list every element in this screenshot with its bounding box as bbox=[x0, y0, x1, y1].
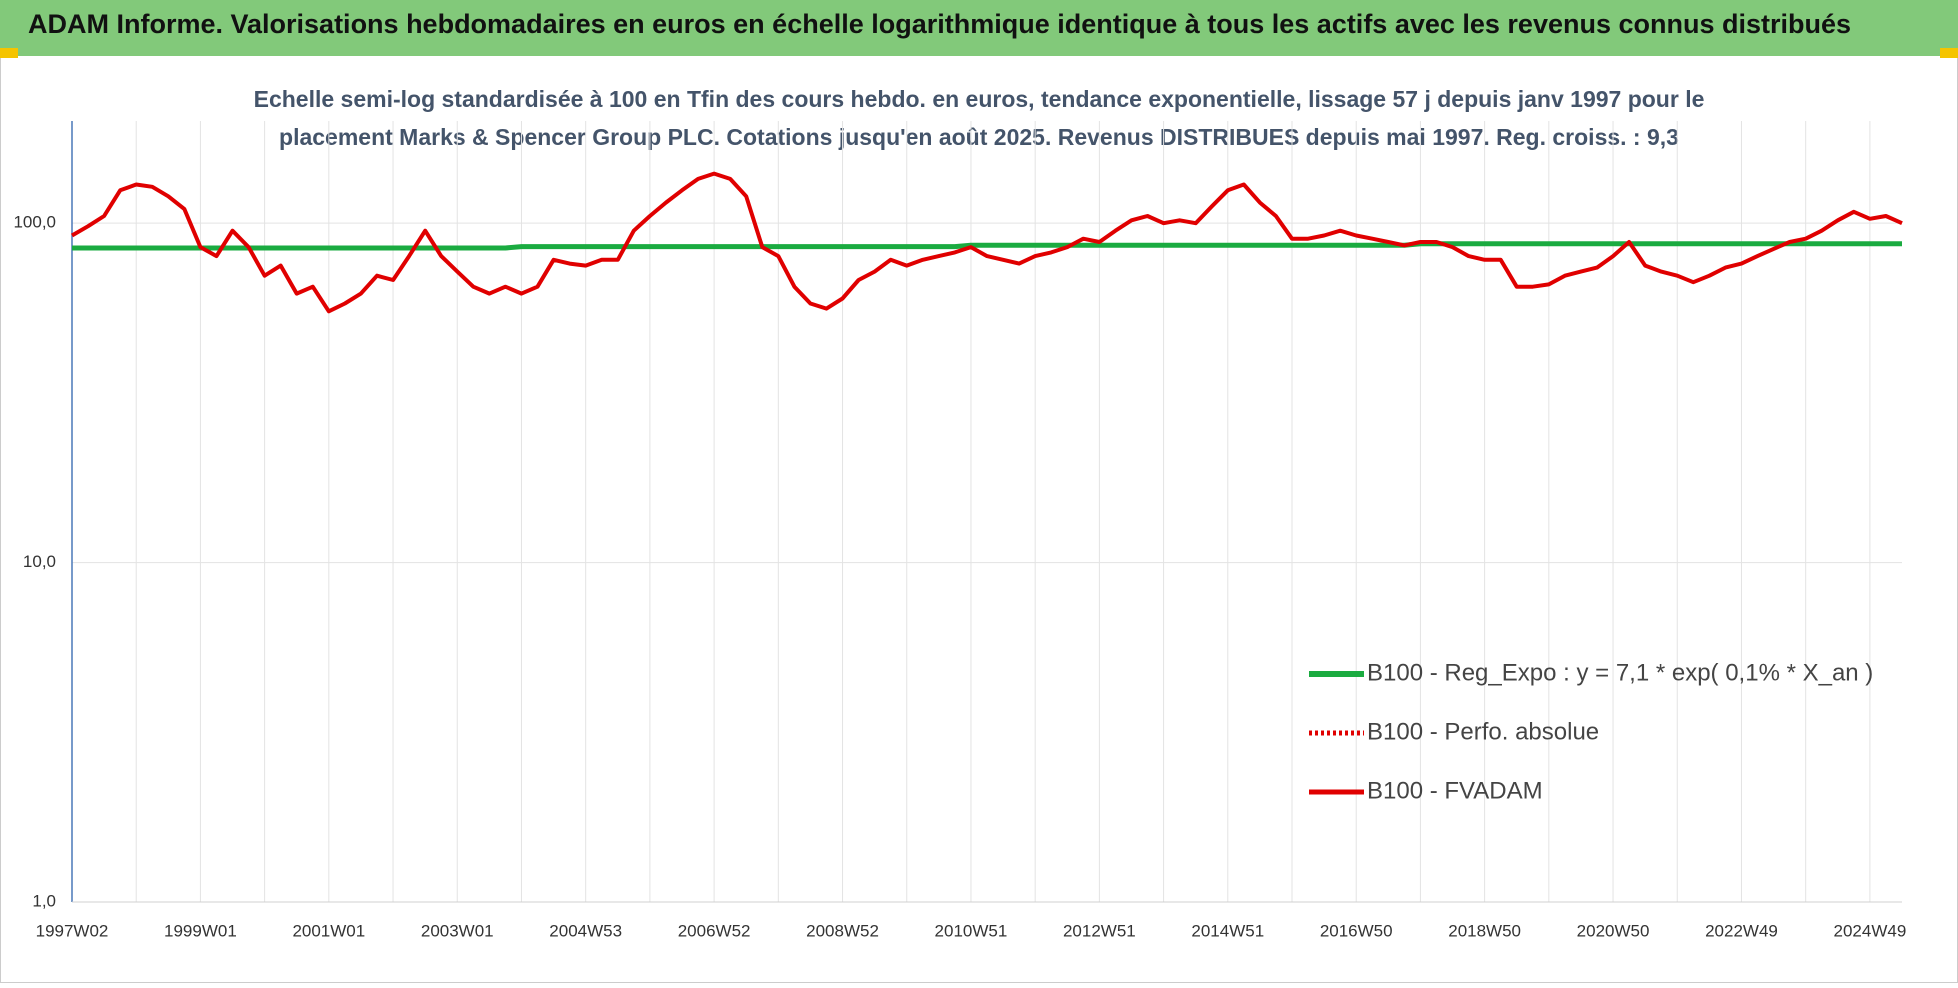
chart-title: Echelle semi-log standardisée à 100 en T… bbox=[254, 86, 1705, 112]
x-tick-label: 2024W49 bbox=[1834, 921, 1907, 940]
legend-label: B100 - Perfo. absolue bbox=[1367, 718, 1599, 745]
header-bar bbox=[0, 0, 1958, 56]
y-tick-label: 100,0 bbox=[13, 213, 56, 232]
x-tick-label: 2003W01 bbox=[421, 921, 494, 940]
x-tick-label: 2008W52 bbox=[806, 921, 879, 940]
x-tick-label: 2016W50 bbox=[1320, 921, 1393, 940]
x-tick-label: 1997W02 bbox=[36, 921, 109, 940]
header-title: ADAM Informe. Valorisations hebdomadaire… bbox=[28, 9, 1851, 39]
x-tick-label: 2018W50 bbox=[1448, 921, 1521, 940]
y-tick-label: 1,0 bbox=[32, 891, 56, 910]
series-line bbox=[72, 241, 1902, 251]
x-tick-label: 2020W50 bbox=[1577, 921, 1650, 940]
series-line bbox=[70, 171, 1903, 314]
x-tick-label: 2014W51 bbox=[1191, 921, 1264, 940]
legend-label: B100 - FVADAM bbox=[1367, 777, 1543, 804]
x-tick-label: 2022W49 bbox=[1705, 921, 1778, 940]
x-tick-label: 2006W52 bbox=[678, 921, 751, 940]
corner bbox=[1940, 48, 1958, 58]
x-tick-label: 1999W01 bbox=[164, 921, 237, 940]
x-tick-label: 2012W51 bbox=[1063, 921, 1136, 940]
x-tick-label: 2010W51 bbox=[935, 921, 1008, 940]
x-tick-label: 2004W53 bbox=[549, 921, 622, 940]
legend-label: B100 - Reg_Expo : y = 7,1 * exp( 0,1% * … bbox=[1367, 659, 1873, 686]
chart-title: placement Marks & Spencer Group PLC. Cot… bbox=[279, 124, 1679, 150]
x-tick-label: 2001W01 bbox=[292, 921, 365, 940]
y-tick-label: 10,0 bbox=[23, 552, 56, 571]
corner bbox=[0, 48, 18, 58]
